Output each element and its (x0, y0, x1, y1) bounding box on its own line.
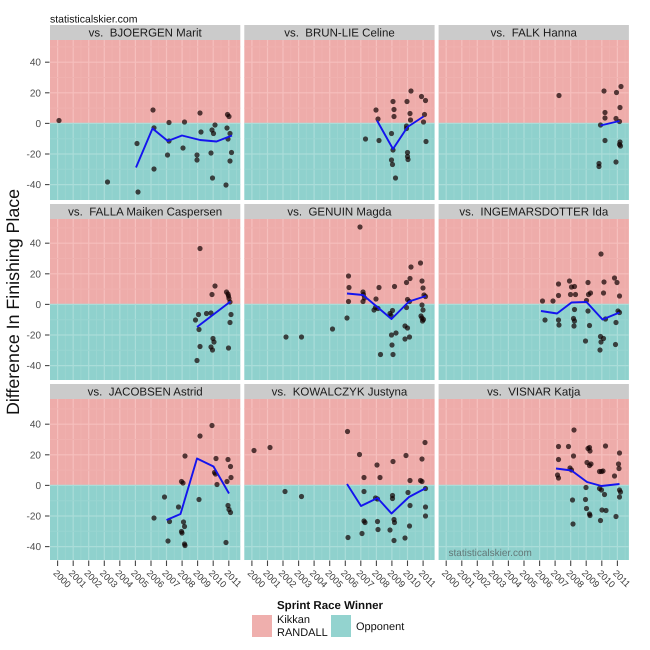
svg-text:vs. VISNAR Katja: vs. VISNAR Katja (487, 387, 581, 399)
svg-text:vs. GENUIN Magda: vs. GENUIN Magda (287, 207, 392, 219)
svg-text:vs. KOWALCZYK Justyna: vs. KOWALCZYK Justyna (272, 387, 408, 399)
svg-text:Kikkan: Kikkan (277, 614, 310, 626)
svg-text:vs. JACOBSEN Astrid: vs. JACOBSEN Astrid (88, 387, 203, 399)
svg-text:Sprint Race Winner: Sprint Race Winner (277, 600, 383, 612)
svg-text:0: 0 (35, 300, 41, 311)
svg-text:statisticalskier.com: statisticalskier.com (50, 13, 138, 25)
svg-text:-40: -40 (27, 361, 42, 372)
svg-text:0: 0 (35, 119, 41, 130)
svg-text:vs. BJOERGEN Marit: vs. BJOERGEN Marit (89, 28, 203, 40)
svg-text:20: 20 (30, 88, 42, 99)
svg-text:statisticalskier.com: statisticalskier.com (449, 548, 532, 559)
svg-text:-20: -20 (27, 331, 42, 342)
svg-text:0: 0 (35, 481, 41, 492)
svg-text:vs. FALLA Maiken Caspersen: vs. FALLA Maiken Caspersen (68, 207, 222, 219)
svg-text:-20: -20 (27, 512, 42, 523)
svg-text:40: 40 (30, 239, 42, 250)
svg-text:vs. BRUN-LIE Celine: vs. BRUN-LIE Celine (284, 28, 395, 40)
svg-text:40: 40 (30, 420, 42, 431)
svg-text:vs. INGEMARSDOTTER Ida: vs. INGEMARSDOTTER Ida (459, 207, 608, 219)
svg-text:20: 20 (30, 450, 42, 461)
svg-text:-40: -40 (27, 180, 42, 191)
svg-text:vs. FALK Hanna: vs. FALK Hanna (491, 28, 578, 40)
svg-text:-20: -20 (27, 150, 42, 161)
svg-text:-40: -40 (27, 542, 42, 553)
svg-text:Opponent: Opponent (356, 621, 404, 633)
svg-text:RANDALL: RANDALL (277, 627, 328, 639)
svg-text:20: 20 (30, 269, 42, 280)
svg-text:Difference In Finishing Place: Difference In Finishing Place (3, 189, 23, 415)
svg-text:40: 40 (30, 58, 42, 69)
